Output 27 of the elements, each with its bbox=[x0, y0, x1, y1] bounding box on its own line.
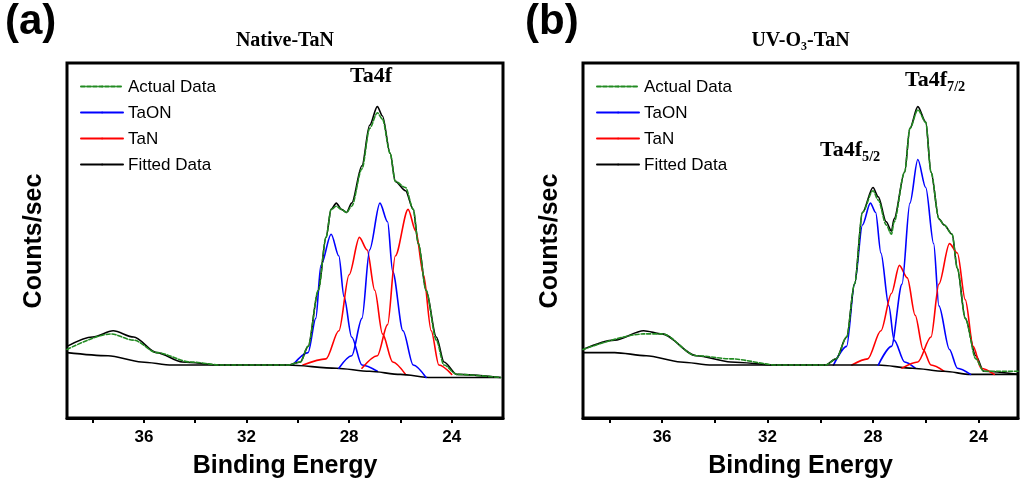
chart-title: Native-TaN bbox=[235, 28, 335, 51]
legend-label: TaN bbox=[128, 129, 159, 148]
chart-title: UV-O₃-TaN bbox=[751, 28, 850, 51]
x-axis-title: Binding Energy bbox=[708, 450, 893, 479]
legend-label: TaON bbox=[128, 103, 172, 122]
y-axis-title: Counts/sec bbox=[533, 173, 563, 308]
x-tick-label: 28 bbox=[339, 427, 359, 446]
x-tick-label: 24 bbox=[968, 427, 989, 446]
legend-label: TaON bbox=[644, 103, 688, 122]
text: Ta4f bbox=[350, 62, 392, 88]
text: (a) bbox=[5, 0, 57, 44]
x-tick-label: 32 bbox=[237, 427, 256, 446]
legend-label: Fitted Data bbox=[128, 155, 212, 174]
x-tick-label: 24 bbox=[442, 427, 462, 446]
legend-label: Fitted Data bbox=[644, 155, 728, 174]
x-tick-label: 32 bbox=[758, 427, 778, 446]
legend-label: Actual Data bbox=[128, 77, 217, 96]
x-tick-label: 36 bbox=[134, 427, 154, 446]
text: (b) bbox=[525, 0, 579, 44]
legend-label: TaN bbox=[644, 129, 675, 148]
x-axis-title: Binding Energy bbox=[192, 450, 378, 479]
x-tick-label: 28 bbox=[863, 427, 883, 446]
y-axis-title: Counts/sec bbox=[17, 173, 47, 308]
text: Ta4f$_{7/2}$ bbox=[905, 66, 966, 96]
x-tick-label: 36 bbox=[652, 427, 672, 446]
annotation: Ta4f$_{5/2}$ bbox=[820, 136, 881, 166]
legend-label: Actual Data bbox=[644, 77, 733, 96]
